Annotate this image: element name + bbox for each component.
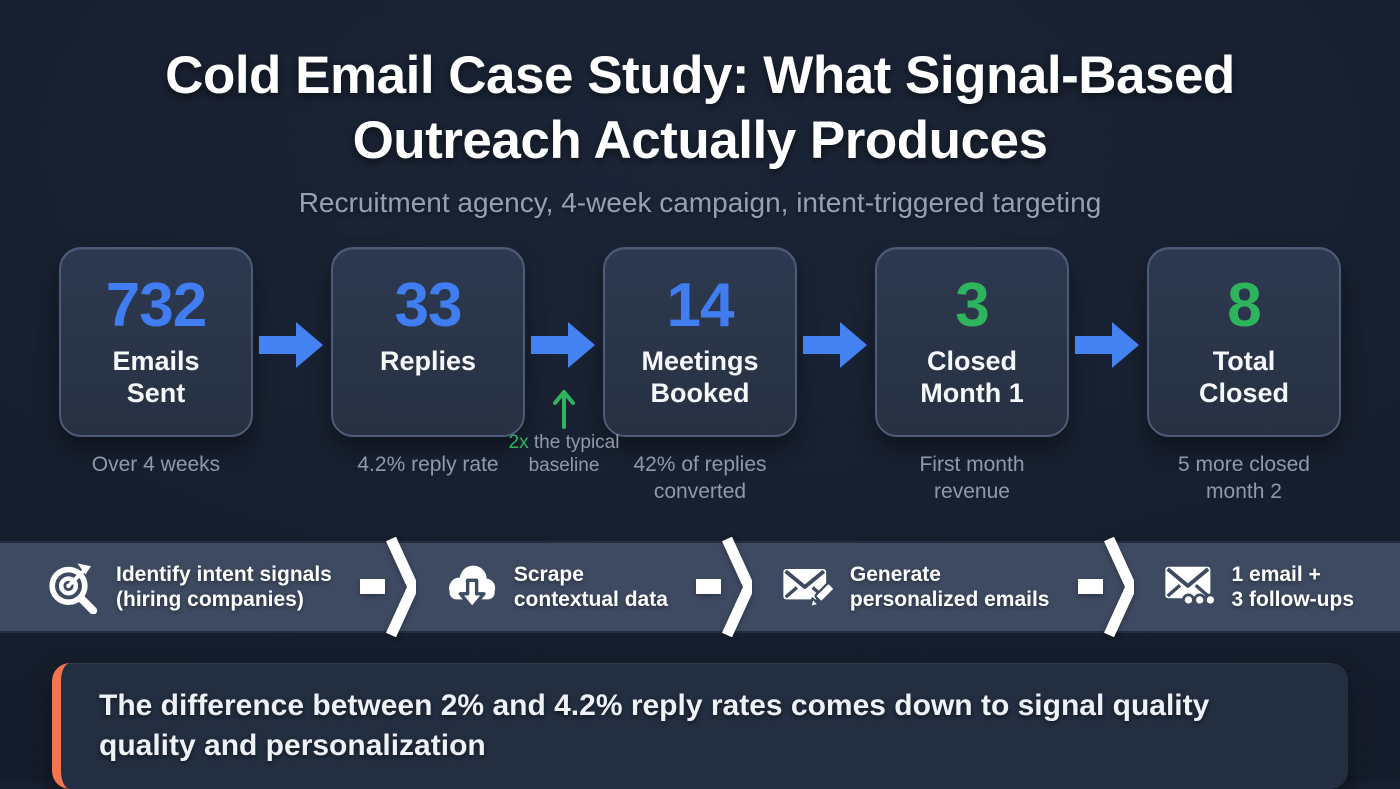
stat-value: 8 [1227, 271, 1261, 341]
stat-card: 732 Emails Sent [59, 247, 253, 438]
stat-label: Replies [379, 346, 477, 377]
stat-card: 14 Meetings Booked [603, 247, 797, 438]
stat-value: 732 [105, 271, 207, 341]
chevron-arrow-icon [359, 536, 416, 637]
stat-value: 33 [394, 271, 463, 341]
right-arrow-icon [803, 322, 867, 369]
stat-value: 3 [955, 271, 989, 341]
step-label: 1 email + 3 follow-ups [1231, 562, 1355, 611]
step-generate-emails: Generate personalized emails [780, 560, 1050, 614]
chevron-arrow-icon [695, 536, 752, 637]
key-takeaway-callout: The difference between 2% and 4.2% reply… [52, 662, 1348, 789]
annotation-highlight: 2x [508, 432, 529, 454]
right-arrow-icon [531, 322, 595, 369]
callout-line-1: The difference between 2% and 4.2% reply… [99, 688, 1210, 722]
step-label: Identify intent signals (hiring companie… [116, 562, 332, 611]
stat-caption: First month revenue [919, 453, 1025, 503]
stat-label: Closed Month 1 [920, 346, 1024, 409]
callout-line-2: quality and personalization [99, 728, 486, 762]
stat-caption: 4.2% reply rate [357, 453, 499, 477]
page-title: Cold Email Case Study: What Signal-Based… [0, 44, 1400, 173]
process-band: Identify intent signals (hiring companie… [0, 536, 1400, 637]
funnel-connector-with-annotation: 2x the typical baseline [509, 247, 619, 476]
stat-card: 3 Closed Month 1 [875, 247, 1069, 438]
stat-caption: 42% of replies converted [633, 453, 767, 503]
stat-card: 8 Total Closed [1147, 247, 1341, 438]
annotation-rest: the typical baseline [528, 432, 620, 477]
right-arrow-icon [259, 322, 323, 369]
cloud-download-icon [448, 565, 496, 610]
header: Cold Email Case Study: What Signal-Based… [0, 0, 1400, 219]
step-scrape-data: Scrape contextual data [444, 560, 668, 614]
page-title-line-2: Outreach Actually Produces [352, 110, 1048, 170]
step-label: Scrape contextual data [513, 562, 668, 611]
chevron-arrow-icon [1077, 536, 1134, 637]
page-title-line-1: Cold Email Case Study: What Signal-Based [165, 46, 1235, 105]
stat-card: 33 Replies [331, 247, 525, 438]
funnel-row: 732 Emails Sent Over 4 weeks 33 Replies … [0, 247, 1400, 505]
callout-text: The difference between 2% and 4.2% reply… [99, 686, 1310, 766]
step-identify-signals: Identify intent signals (hiring companie… [46, 560, 332, 614]
stage-emails-sent: 732 Emails Sent Over 4 weeks [59, 247, 253, 478]
right-arrow-icon [1075, 322, 1139, 369]
page-subtitle: Recruitment agency, 4-week campaign, int… [298, 187, 1102, 219]
stage-meetings-booked: 14 Meetings Booked 42% of replies conver… [603, 247, 797, 505]
stat-caption: 5 more closed month 2 [1178, 453, 1310, 503]
stat-label: Total Closed [1198, 346, 1290, 409]
stat-label: Emails Sent [112, 346, 200, 409]
target-search-icon [49, 563, 98, 614]
funnel-connector [797, 247, 875, 437]
step-followups: 1 email + 3 follow-ups [1162, 560, 1355, 614]
step-label: Generate personalized emails [849, 562, 1050, 611]
up-arrow-icon [553, 390, 575, 430]
stat-caption: Over 4 weeks [91, 453, 221, 477]
funnel-connector [253, 247, 331, 437]
mail-edit-icon [783, 568, 834, 609]
funnel-connector [1069, 247, 1147, 437]
stage-replies: 33 Replies 4.2% reply rate [331, 247, 525, 478]
mail-followups-icon [1164, 566, 1216, 607]
stat-label: Meetings Booked [641, 346, 759, 409]
stage-total-closed: 8 Total Closed 5 more closed month 2 [1147, 247, 1341, 505]
stage-closed-month-1: 3 Closed Month 1 First month revenue [875, 247, 1069, 505]
baseline-annotation: 2x the typical baseline [508, 431, 620, 477]
stat-value: 14 [666, 271, 735, 341]
